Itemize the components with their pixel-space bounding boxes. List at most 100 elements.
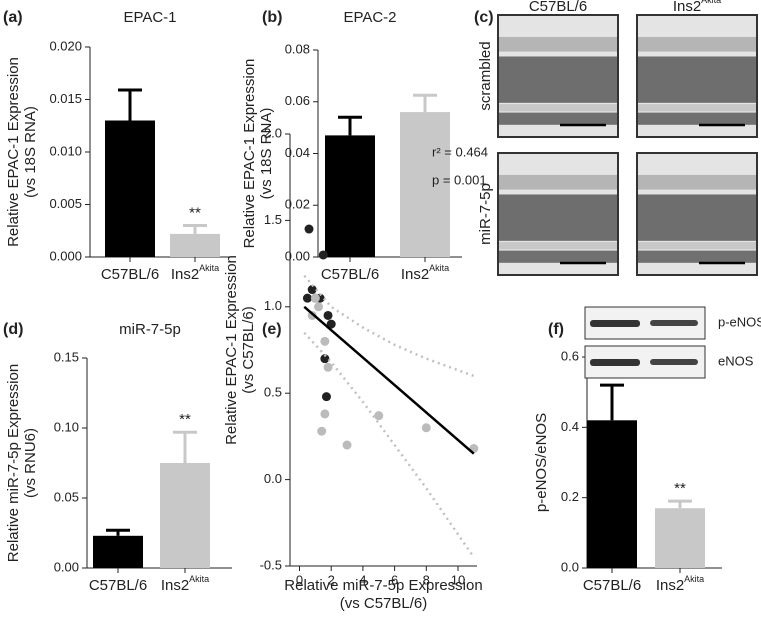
x-tick-label: 0: [296, 572, 303, 587]
y-tick-label: 0.05: [54, 489, 79, 504]
x-tick-label: Ins2Akita: [171, 263, 219, 283]
y-tick-label: -0.5: [260, 557, 282, 572]
retina-layer: [499, 250, 617, 263]
column-label-sup: Akita: [701, 0, 721, 5]
y-tick-label: 0.04: [285, 145, 310, 160]
point: [304, 224, 314, 234]
confidence-band: [303, 274, 475, 378]
point: [307, 285, 317, 295]
x-tick-label: 2: [328, 572, 335, 587]
x-tick-label-base: Ins2: [161, 577, 189, 594]
x-tick-label: C57BL/6: [89, 577, 147, 594]
x-axis-label: Relative miR-7-5p Expression: [284, 577, 482, 594]
y-tick-label: 0.0: [561, 559, 579, 574]
panel-label: (e): [262, 321, 282, 338]
retina-layer: [499, 112, 617, 125]
y-tick-label: 0.000: [49, 248, 82, 263]
y-tick-label: 0.010: [49, 143, 82, 158]
retina-layer: [638, 112, 756, 125]
x-tick-label-sup: Akita: [684, 574, 704, 584]
y-tick-label: 1.0: [264, 298, 282, 313]
blot-band: [590, 359, 640, 366]
chart-title: miR-7-5p: [119, 321, 181, 338]
retina-layer: [499, 174, 617, 190]
y-tick-label: 2.0: [264, 125, 282, 140]
bar: [170, 233, 220, 257]
chart-title: EPAC-1: [123, 9, 176, 26]
point: [320, 409, 330, 419]
panel-label: (f): [548, 321, 564, 338]
y-tick-label: 0.4: [561, 419, 579, 434]
confidence-band: [303, 331, 475, 559]
column-label: Ins2Akita: [673, 0, 721, 15]
chart-title: EPAC-2: [343, 9, 396, 26]
panel-label: (c): [474, 9, 494, 26]
y-tick-label: 0.00: [285, 248, 310, 263]
x-tick-label: 8: [423, 572, 430, 587]
y-axis-label: p-eNOS/eNOS: [533, 413, 550, 512]
x-tick-label-base: Ins2: [171, 266, 199, 283]
y-axis-label: Relative EPAC-1 Expression: [223, 255, 240, 445]
bar: [105, 120, 155, 257]
x-tick-label: C57BL/6: [583, 577, 641, 594]
y-tick-label: 1.5: [264, 212, 282, 227]
x-tick-label: 6: [391, 572, 398, 587]
point: [421, 423, 431, 433]
x-tick-label-sup: Akita: [429, 263, 449, 273]
x-tick-label-base: Ins2: [656, 577, 684, 594]
y-axis-label: (vs 18S RNA): [22, 106, 39, 198]
x-tick-label-sup: Akita: [199, 263, 219, 273]
y-tick-label: 0.10: [54, 419, 79, 434]
column-label: C57BL/6: [529, 0, 587, 15]
x-tick-label-base: Ins2: [401, 266, 429, 283]
retina-layer: [638, 174, 756, 190]
y-axis-label: Relative miR-7-5p Expression: [5, 364, 22, 562]
y-tick-label: 0.15: [54, 349, 79, 364]
row-label: scrambled: [477, 41, 494, 110]
blot-band: [590, 320, 640, 327]
y-axis-label: (vs 18S RNA): [258, 108, 275, 200]
y-tick-label: 0.06: [285, 93, 310, 108]
y-tick-label: 0.08: [285, 41, 310, 56]
point: [317, 426, 327, 436]
panel-label: (d): [3, 321, 23, 338]
point: [318, 250, 328, 260]
annotation: r² = 0.464: [432, 144, 488, 159]
blot-band: [650, 359, 698, 365]
retina-layer: [499, 242, 617, 250]
panel-label: (b): [262, 9, 282, 26]
retina-layer: [499, 56, 617, 103]
y-tick-label: 0.005: [49, 196, 82, 211]
x-tick-label-sup: Akita: [189, 574, 209, 584]
retina-layer: [499, 104, 617, 112]
retina-layer: [638, 104, 756, 112]
y-tick-label: 0.2: [561, 489, 579, 504]
bar: [160, 463, 210, 568]
column-label-base: Ins2: [673, 0, 701, 15]
blot-label: p-eNOS: [718, 314, 761, 329]
row-label: miR-7-5p: [477, 183, 494, 245]
x-tick-label: C57BL/6: [321, 266, 379, 283]
point: [323, 362, 333, 372]
panel-label: (a): [3, 9, 23, 26]
y-tick-label: 0.6: [561, 348, 579, 363]
y-tick-label: 0.015: [49, 91, 82, 106]
x-tick-label: 10: [451, 572, 465, 587]
significance: **: [674, 480, 686, 497]
bar: [325, 135, 375, 257]
retina-layer: [638, 36, 756, 52]
regression-line: [303, 305, 475, 455]
x-tick-label: Ins2Akita: [161, 574, 209, 594]
blot-band: [650, 320, 698, 326]
blot-label: eNOS: [718, 353, 754, 368]
point: [310, 293, 320, 303]
y-axis-label: Relative EPAC-1 Expression: [241, 59, 258, 249]
x-tick-label: Ins2Akita: [401, 263, 449, 283]
point: [326, 319, 336, 329]
significance: **: [179, 411, 191, 428]
y-tick-label: 0.020: [49, 38, 82, 53]
y-axis-label: (vs RNU6): [22, 428, 39, 498]
x-axis-label: (vs C57BL/6): [340, 595, 428, 612]
x-tick-label: 4: [359, 572, 366, 587]
point: [320, 354, 330, 364]
